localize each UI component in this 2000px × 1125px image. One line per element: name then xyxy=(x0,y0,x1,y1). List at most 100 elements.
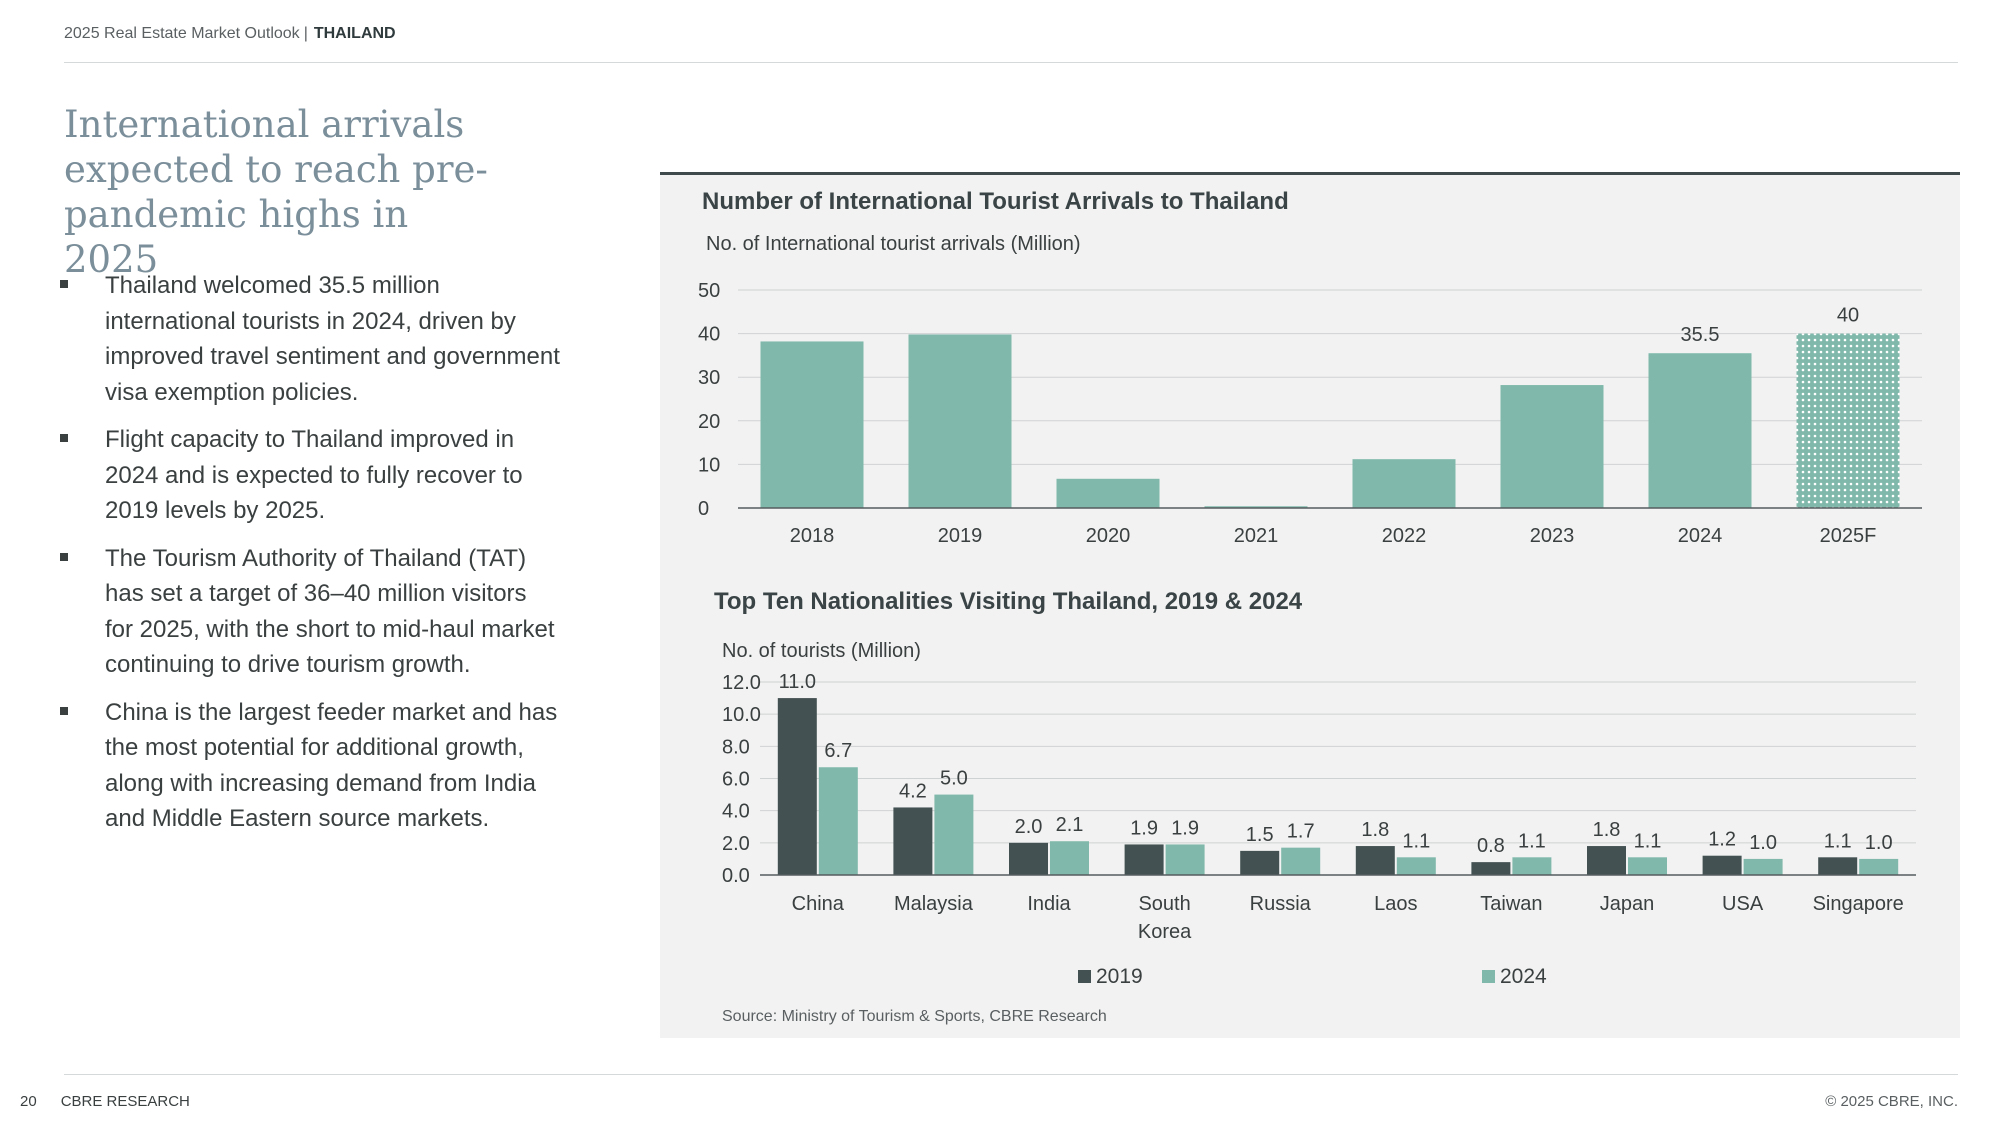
nationalities-bar-2024 xyxy=(1165,844,1205,875)
nationalities-data-label: 1.9 xyxy=(1130,817,1158,839)
arrivals-chart-ylabel: No. of International tourist arrivals (M… xyxy=(706,233,1081,255)
arrivals-bar-2024 xyxy=(1648,353,1752,508)
nationalities-x-tick: Russia xyxy=(1250,893,1312,915)
arrivals-bar-2025f xyxy=(1796,333,1900,508)
bullet-item: Thailand welcomed 35.5 million internati… xyxy=(60,268,560,410)
footer-left: 20 CBRE RESEARCH xyxy=(20,1093,190,1110)
nationalities-data-label: 1.5 xyxy=(1246,824,1274,846)
nationalities-bar-2024 xyxy=(1396,857,1436,875)
arrivals-x-tick: 2018 xyxy=(790,525,835,547)
legend-swatch-2024 xyxy=(1482,970,1495,983)
nationalities-data-label: 5.0 xyxy=(940,768,968,790)
source-note: Source: Ministry of Tourism & Sports, CB… xyxy=(722,1008,1107,1025)
nationalities-y-tick: 0.0 xyxy=(722,865,750,887)
nationalities-data-label: 1.0 xyxy=(1749,832,1777,854)
arrivals-chart: 0 10 20 30 40 50 2018 2019 2020 2021 2022 2023 35.5 2… xyxy=(698,280,1922,547)
nationalities-chart-ylabel: No. of tourists (Million) xyxy=(722,640,921,662)
nationalities-data-label: 6.7 xyxy=(824,740,852,762)
nationalities-data-label: 2.1 xyxy=(1056,814,1084,836)
nationalities-data-label: 11.0 xyxy=(779,671,816,693)
legend-label-2019: 2019 xyxy=(1096,965,1143,988)
nationalities-data-label: 2.0 xyxy=(1015,816,1043,838)
nationalities-bar-2019 xyxy=(1702,855,1742,875)
arrivals-y-tick: 0 xyxy=(698,498,709,520)
arrivals-x-tick: 2024 xyxy=(1678,525,1723,547)
nationalities-bar-2019 xyxy=(1587,846,1626,875)
nationalities-data-label: 1.8 xyxy=(1593,819,1621,841)
nationalities-y-tick: 12.0 xyxy=(722,672,761,694)
nationalities-y-tick: 10.0 xyxy=(722,704,761,726)
nationalities-bar-2019 xyxy=(893,807,933,875)
nationalities-y-tick: 4.0 xyxy=(722,801,750,823)
nationalities-data-label: 1.1 xyxy=(1824,830,1852,852)
footer-divider xyxy=(64,1074,1958,1075)
nationalities-data-label: 1.8 xyxy=(1361,819,1389,841)
page-number: 20 xyxy=(20,1093,37,1110)
nationalities-data-label: 1.0 xyxy=(1865,832,1893,854)
arrivals-data-label: 40 xyxy=(1837,305,1859,327)
nationalities-x-tick: Laos xyxy=(1374,893,1417,915)
nationalities-bar-2019 xyxy=(1818,857,1858,875)
bullet-item: China is the largest feeder market and h… xyxy=(60,695,560,837)
nationalities-bar-2019 xyxy=(777,698,817,875)
nationalities-bar-2024 xyxy=(934,794,974,875)
bullet-list: Thailand welcomed 35.5 million internati… xyxy=(60,268,560,849)
arrivals-chart-title: Number of International Tourist Arrivals… xyxy=(702,188,1289,215)
page-headline: International arrivals expected to reach… xyxy=(64,103,488,281)
nationalities-y-tick: 6.0 xyxy=(722,769,750,791)
arrivals-bar-2022 xyxy=(1352,459,1456,508)
arrivals-data-label: 35.5 xyxy=(1681,324,1720,346)
arrivals-x-tick: 2023 xyxy=(1530,525,1575,547)
arrivals-y-tick: 40 xyxy=(698,324,720,346)
arrivals-y-tick: 30 xyxy=(698,367,720,389)
arrivals-bar-2019 xyxy=(908,334,1012,508)
nationalities-data-label: 1.9 xyxy=(1171,817,1199,839)
arrivals-bar-2020 xyxy=(1056,478,1160,508)
nationalities-bar-2024 xyxy=(1512,857,1552,875)
nationalities-x-tick: China xyxy=(792,893,845,915)
arrivals-x-tick: 2025F xyxy=(1820,525,1877,547)
report-country: THAILAND xyxy=(313,25,396,42)
nationalities-data-label: 0.8 xyxy=(1477,835,1505,857)
nationalities-y-tick: 2.0 xyxy=(722,833,750,855)
arrivals-y-tick: 20 xyxy=(698,411,720,433)
bullet-item: The Tourism Authority of Thailand (TAT) … xyxy=(60,541,560,683)
header-separator: | xyxy=(303,25,308,42)
nationalities-x-tick: South Korea xyxy=(1138,893,1192,943)
nationalities-bar-2019 xyxy=(1124,844,1164,875)
nationalities-data-label: 1.2 xyxy=(1708,829,1736,851)
report-title: 2025 Real Estate Market Outlook xyxy=(64,25,300,42)
legend-label-2024: 2024 xyxy=(1500,965,1547,988)
nationalities-data-label: 1.1 xyxy=(1518,830,1546,852)
report-header: 2025 Real Estate Market Outlook | THAILAND xyxy=(64,25,396,43)
footer-brand: CBRE RESEARCH xyxy=(60,1093,190,1110)
chart-legend: 2019 2024 xyxy=(1078,965,1547,988)
chart-panel: Number of International Tourist Arrivals… xyxy=(660,172,1960,1038)
nationalities-data-label: 1.1 xyxy=(1402,830,1430,852)
header-divider xyxy=(64,62,1958,63)
nationalities-bar-2024 xyxy=(1859,858,1899,875)
nationalities-data-label: 1.7 xyxy=(1287,821,1315,843)
footer-copyright: © 2025 CBRE, INC. xyxy=(1825,1093,1958,1110)
arrivals-y-tick: 10 xyxy=(698,454,720,476)
nationalities-bar-2024 xyxy=(818,767,858,875)
nationalities-bar-2019 xyxy=(1009,842,1048,875)
nationalities-x-tick: India xyxy=(1027,893,1071,915)
nationalities-data-label: 4.2 xyxy=(899,780,927,802)
nationalities-bar-2024 xyxy=(1628,857,1667,875)
nationalities-bar-2019 xyxy=(1240,850,1280,875)
nationalities-x-tick: USA xyxy=(1722,893,1764,915)
nationalities-x-tick: Taiwan xyxy=(1480,893,1542,915)
nationalities-data-label: 1.1 xyxy=(1634,830,1662,852)
arrivals-x-tick: 2020 xyxy=(1086,525,1131,547)
nationalities-chart: 0.0 2.0 4.0 6.0 8.0 10.0 12.0 11.0 6.7 China 4.2 5.… xyxy=(722,671,1916,943)
nationalities-y-tick: 8.0 xyxy=(722,736,750,758)
arrivals-x-tick: 2021 xyxy=(1234,525,1279,547)
nationalities-x-tick: Singapore xyxy=(1813,893,1904,915)
legend-swatch-2019 xyxy=(1078,970,1091,983)
bullet-item: Flight capacity to Thailand improved in … xyxy=(60,422,560,529)
arrivals-bar-2018 xyxy=(760,341,864,508)
nationalities-bar-2019 xyxy=(1355,846,1395,875)
arrivals-x-tick: 2019 xyxy=(938,525,983,547)
arrivals-bar-2023 xyxy=(1500,385,1604,508)
